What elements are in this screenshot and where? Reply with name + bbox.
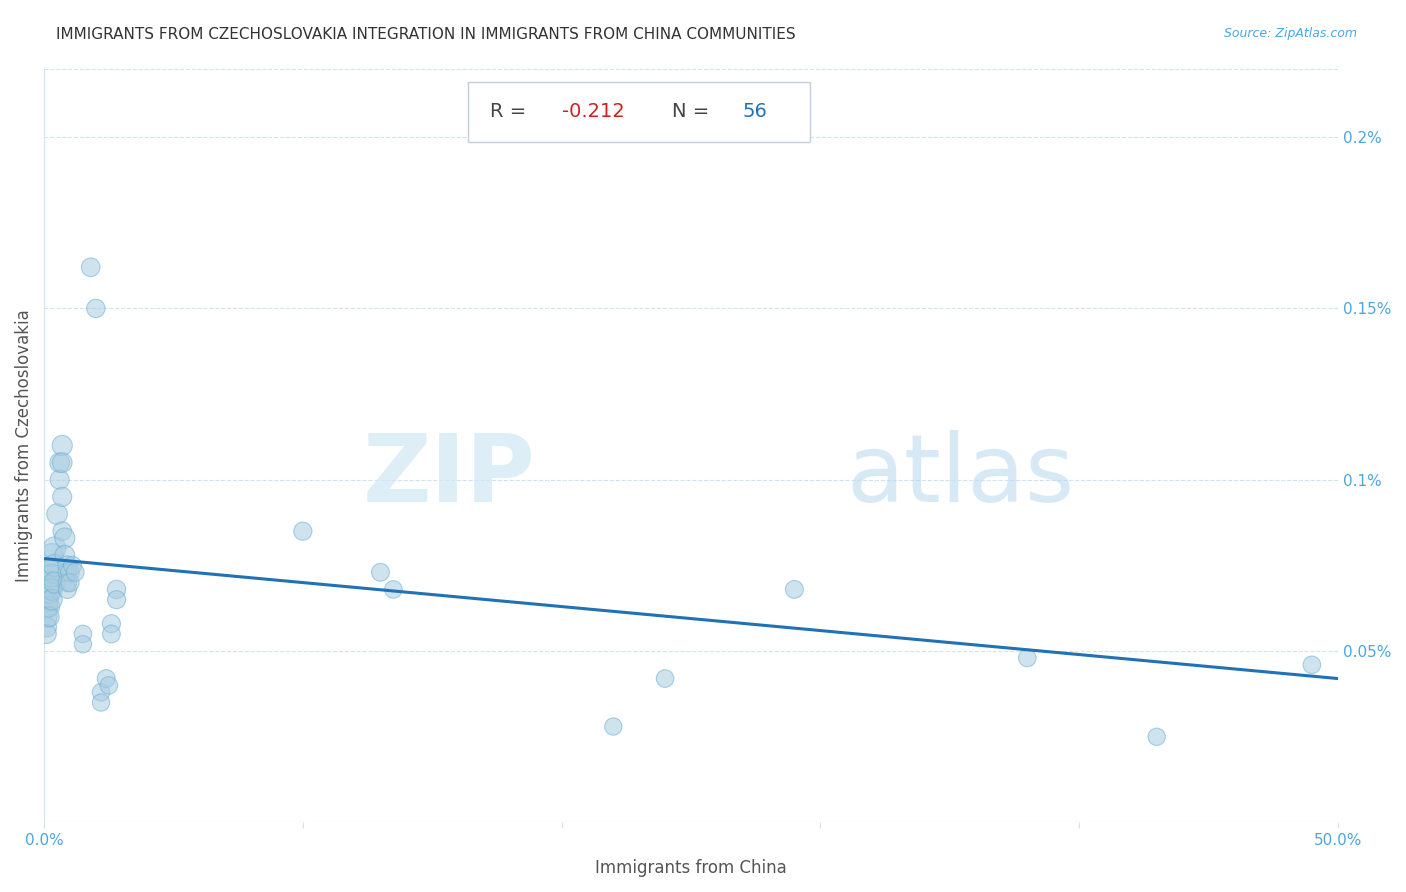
Point <box>38 575 60 590</box>
Point <box>1146 730 1168 744</box>
Point <box>35 592 58 607</box>
Point <box>38 586 60 600</box>
Point <box>1301 657 1323 672</box>
Text: IMMIGRANTS FROM CZECHOSLOVAKIA INTEGRATION IN IMMIGRANTS FROM CHINA COMMUNITIES: IMMIGRANTS FROM CZECHOSLOVAKIA INTEGRATI… <box>56 27 796 42</box>
Point <box>72 627 94 641</box>
Point <box>59 566 82 580</box>
Point <box>602 719 624 733</box>
Point <box>382 582 405 597</box>
Point <box>96 672 118 686</box>
Point <box>100 627 122 641</box>
Point <box>1017 651 1039 665</box>
Point <box>51 490 73 504</box>
Point <box>51 524 73 538</box>
Text: ZIP: ZIP <box>363 430 536 522</box>
Point <box>51 456 73 470</box>
Point <box>41 592 63 607</box>
Point <box>38 599 60 614</box>
Point <box>97 678 120 692</box>
Point <box>105 592 128 607</box>
Point <box>90 696 112 710</box>
Point <box>53 548 76 562</box>
Point <box>291 524 314 538</box>
Point <box>370 566 392 580</box>
Text: R =: R = <box>491 103 533 121</box>
Point <box>51 438 73 452</box>
Text: N =: N = <box>672 103 716 121</box>
Text: -0.212: -0.212 <box>561 103 624 121</box>
Point <box>38 610 60 624</box>
Point <box>48 473 70 487</box>
Point <box>46 507 69 521</box>
Point <box>41 568 63 582</box>
Text: Source: ZipAtlas.com: Source: ZipAtlas.com <box>1223 27 1357 40</box>
Point <box>59 575 82 590</box>
Point <box>62 558 84 573</box>
Point <box>105 582 128 597</box>
Point <box>35 620 58 634</box>
Point <box>35 610 58 624</box>
Point <box>783 582 806 597</box>
Point <box>35 582 58 597</box>
Point <box>72 637 94 651</box>
Point <box>56 566 79 580</box>
Y-axis label: Immigrants from Czechoslovakia: Immigrants from Czechoslovakia <box>15 310 32 582</box>
FancyBboxPatch shape <box>468 82 810 142</box>
Point <box>56 575 79 590</box>
Point <box>48 456 70 470</box>
Point <box>38 566 60 580</box>
Point <box>53 531 76 545</box>
Point <box>44 575 66 590</box>
Point <box>41 548 63 562</box>
Point <box>84 301 107 316</box>
Point <box>35 627 58 641</box>
Point <box>654 672 676 686</box>
Text: 56: 56 <box>742 103 768 121</box>
Point <box>44 558 66 573</box>
Point <box>44 541 66 556</box>
Point <box>56 582 79 597</box>
Point <box>56 558 79 573</box>
Point <box>41 582 63 597</box>
Point <box>100 616 122 631</box>
Point <box>35 599 58 614</box>
Point <box>63 566 86 580</box>
Point <box>90 685 112 699</box>
X-axis label: Immigrants from China: Immigrants from China <box>595 859 787 877</box>
Point <box>79 260 101 275</box>
Text: atlas: atlas <box>846 430 1074 522</box>
